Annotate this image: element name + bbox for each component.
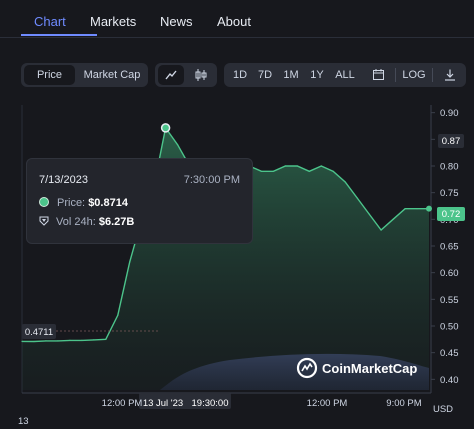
price-point <box>368 213 370 215</box>
tooltip-date: 7/13/2023 <box>39 174 88 186</box>
marketcap-button[interactable]: Market Cap <box>83 69 141 81</box>
watermark-text: CoinMarketCap <box>322 361 418 376</box>
x-axis-label-crosshair-time: 19:30:00 <box>192 398 229 409</box>
price-point <box>69 339 71 341</box>
candlestick-button[interactable] <box>187 63 215 87</box>
price-point <box>57 340 59 342</box>
currency-label: USD <box>433 404 453 415</box>
price-tooltip: 7/13/2023 7:30:00 PM Price: $0.8714 Vol … <box>26 158 253 244</box>
current-price-point <box>426 205 432 212</box>
high-price-badge: 0.87 <box>438 134 464 148</box>
price-point <box>272 170 274 172</box>
price-point <box>45 340 47 342</box>
volume-shield-icon <box>39 216 49 226</box>
high-price-text: 0.87 <box>442 136 461 147</box>
x-axis-label-9pm: 9:00 PM <box>386 398 421 409</box>
price-point <box>260 170 262 172</box>
tooltip-time: 7:30:00 PM <box>183 174 240 186</box>
crosshair-time-badge <box>139 393 231 409</box>
range-1m[interactable]: 1M <box>283 69 299 81</box>
line-chart-icon <box>165 70 177 80</box>
price-button[interactable]: Price <box>24 65 75 85</box>
current-price-badge: 0.72 <box>437 207 465 221</box>
candlestick-icon <box>195 69 207 81</box>
price-point <box>344 181 346 183</box>
tooltip-price-row: Price: $0.8714 <box>39 197 128 209</box>
price-point <box>93 339 95 341</box>
price-area <box>22 127 429 391</box>
hover-point <box>160 123 171 133</box>
range-7d[interactable]: 7D <box>257 69 273 81</box>
y-tick-label: 0.80 <box>440 162 459 173</box>
active-tab-indicator <box>21 34 97 36</box>
x-axis-label-noon-1: 12:00 PM <box>102 398 143 409</box>
download-icon <box>445 69 455 81</box>
start-price-badge: 0.4711 <box>22 324 56 339</box>
tooltip-volume-value: $6.27B <box>98 216 135 228</box>
price-dot-icon <box>39 197 49 207</box>
tooltip-price-label: Price: <box>57 197 86 209</box>
price-point <box>284 165 286 167</box>
price-point <box>117 314 119 316</box>
price-point <box>129 261 131 263</box>
range-1y[interactable]: 1Y <box>310 69 324 81</box>
price-point <box>21 340 23 342</box>
price-marketcap-toggle: Price Market Cap <box>21 63 148 87</box>
calendar-icon <box>372 69 384 80</box>
price-point <box>332 170 334 172</box>
tab-markets[interactable]: Markets <box>90 14 137 29</box>
price-point <box>296 165 298 167</box>
price-point <box>404 208 406 210</box>
price-point <box>392 218 394 220</box>
y-tick-label: 0.40 <box>440 375 459 386</box>
start-price-text: 0.4711 <box>25 327 53 338</box>
current-price-text: 0.72 <box>442 209 461 220</box>
tab-news[interactable]: News <box>160 14 193 29</box>
price-point <box>308 170 310 172</box>
range-all[interactable]: ALL <box>335 69 355 81</box>
y-tick-label: 0.90 <box>440 108 459 119</box>
range-divider <box>395 68 396 82</box>
tab-chart[interactable]: Chart <box>34 14 66 29</box>
x-axis-label-crosshair-date: 13 Jul '23 <box>143 398 183 409</box>
tooltip-volume-row: Vol 24h: $6.27B <box>39 216 134 228</box>
log-divider <box>432 68 433 82</box>
download-button[interactable] <box>438 63 462 87</box>
x-axis-label-start: 13 <box>18 416 29 427</box>
y-tick-label: 0.65 <box>440 242 459 253</box>
y-tick-label: 0.75 <box>440 188 459 199</box>
y-tick-label: 0.60 <box>440 268 459 279</box>
top-nav: Chart Markets News About <box>0 0 474 38</box>
price-point <box>81 339 83 341</box>
tooltip-price-value: $0.8714 <box>88 197 128 209</box>
range-1d[interactable]: 1D <box>232 69 248 81</box>
price-point <box>320 165 322 167</box>
price-point <box>177 144 179 146</box>
line-chart-button[interactable] <box>158 65 184 85</box>
x-axis-label-noon-2: 12:00 PM <box>307 398 348 409</box>
y-tick-label: 0.45 <box>440 348 459 359</box>
price-point <box>380 229 382 231</box>
y-tick-label: 0.55 <box>440 295 459 306</box>
tooltip-volume-label: Vol 24h: <box>56 216 96 228</box>
price-point <box>33 340 35 343</box>
log-button[interactable]: LOG <box>402 69 426 81</box>
chart-type-toggle <box>155 63 217 87</box>
coinmarketcap-logo-icon <box>296 357 318 379</box>
y-tick-label: 0.50 <box>440 322 459 333</box>
range-selector: 1D 7D 1M 1Y ALL LOG <box>224 63 466 87</box>
price-point <box>416 208 418 210</box>
tab-about[interactable]: About <box>217 14 251 29</box>
calendar-button[interactable] <box>368 63 388 87</box>
price-chart[interactable]: 0.900.850.800.750.700.650.600.550.500.45… <box>0 100 474 429</box>
price-point <box>105 338 107 340</box>
price-points <box>21 123 432 343</box>
price-point <box>356 197 358 199</box>
y-axis-ticks: 0.900.850.800.750.700.650.600.550.500.45… <box>431 108 459 386</box>
